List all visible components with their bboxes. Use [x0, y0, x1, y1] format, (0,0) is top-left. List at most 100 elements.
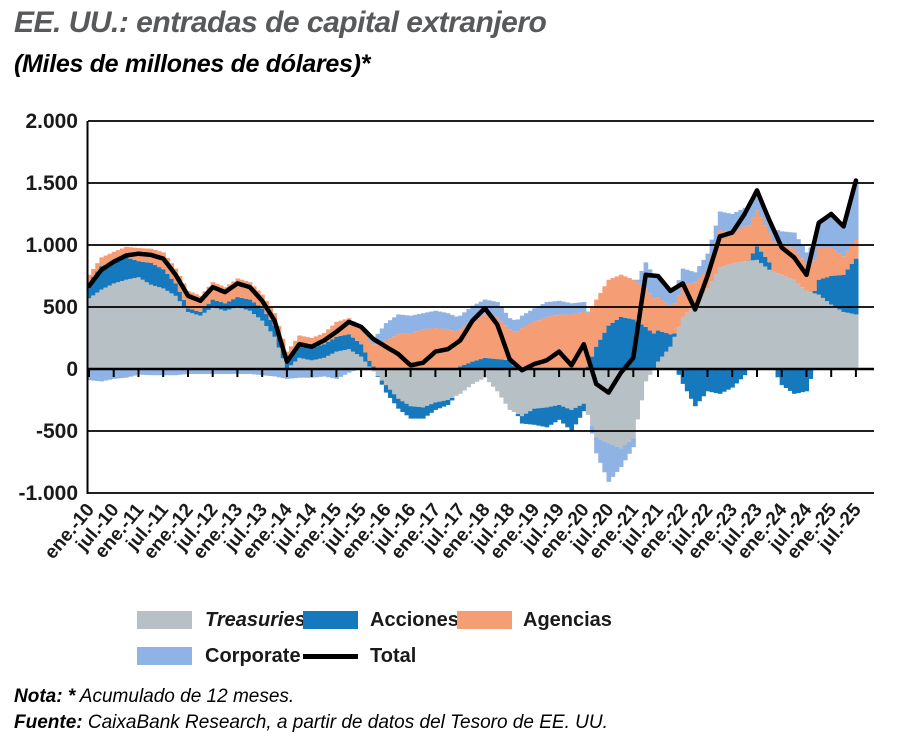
- bar-segment-acciones: [429, 404, 434, 413]
- bar-segment-agencias: [495, 316, 500, 360]
- bar-segment-acciones: [115, 260, 121, 283]
- bar-segment-corporate: [107, 369, 113, 380]
- bar-segment-acciones: [334, 336, 339, 352]
- bar-segment-acciones: [420, 407, 426, 419]
- bar-segment-acciones: [635, 321, 640, 369]
- bar-segment-acciones: [845, 269, 851, 313]
- bar-segment-acciones: [293, 351, 298, 362]
- bar-segment-treasuries: [486, 369, 492, 383]
- bar-segment-corporate: [503, 312, 509, 326]
- bar-segment-agencias: [387, 338, 393, 369]
- bar-segment-corporate: [759, 200, 764, 218]
- bar-segment-corporate: [660, 280, 665, 300]
- bar-segment-agencias: [462, 326, 467, 365]
- bar-segment-acciones: [697, 369, 702, 402]
- bar-segment-treasuries: [433, 369, 438, 403]
- bar-segment-acciones: [800, 369, 805, 393]
- bar-segment-corporate: [289, 369, 294, 379]
- bar-segment-acciones: [524, 413, 529, 424]
- bar-segment-treasuries: [392, 369, 397, 395]
- bar-segment-treasuries: [511, 369, 517, 412]
- y-axis-label: 2.000: [25, 110, 78, 133]
- bar-segment-acciones: [499, 359, 504, 369]
- bar-segment-treasuries: [115, 282, 121, 369]
- bar-segment-acciones: [350, 337, 356, 352]
- bar-segment-acciones: [251, 302, 257, 315]
- bar-segment-treasuries: [99, 289, 104, 369]
- bar-segment-acciones: [730, 369, 735, 388]
- bar-segment-acciones: [462, 364, 467, 369]
- bar-segment-treasuries: [627, 369, 632, 442]
- bar-segment-treasuries: [750, 260, 756, 369]
- bar-segment-agencias: [680, 284, 686, 317]
- bar-segment-agencias: [198, 295, 203, 312]
- bar-segment-agencias: [354, 324, 360, 341]
- bar-segment-treasuries: [701, 293, 706, 369]
- bar-segment-acciones: [375, 376, 381, 377]
- bar-segment-corporate: [453, 316, 459, 331]
- bar-segment-corporate: [507, 318, 513, 330]
- bar-segment-corporate: [330, 369, 335, 379]
- bar-segment-treasuries: [396, 369, 401, 399]
- bar-segment-agencias: [466, 323, 471, 364]
- bar-segment-treasuries: [128, 278, 133, 369]
- bar-segment-treasuries: [792, 279, 797, 369]
- bar-segment-agencias: [515, 331, 521, 369]
- y-axis-label: 0: [66, 358, 78, 381]
- bar-segment-corporate: [767, 220, 772, 233]
- bar-segment-corporate: [606, 443, 612, 482]
- bar-segment-corporate: [243, 369, 249, 374]
- bar-segment-agencias: [404, 333, 410, 369]
- bar-segment-acciones: [400, 401, 405, 412]
- bar-segment-treasuries: [660, 356, 665, 369]
- bar-segment-corporate: [433, 310, 438, 329]
- bar-segment-acciones: [256, 305, 261, 318]
- bar-segment-treasuries: [614, 369, 620, 447]
- bar-segment-agencias: [301, 336, 307, 348]
- bar-segment-treasuries: [453, 369, 459, 396]
- bar-segment-treasuries: [820, 297, 826, 369]
- bar-segment-treasuries: [664, 351, 669, 369]
- bar-segment-corporate: [655, 276, 661, 298]
- bar-segment-treasuries: [775, 273, 781, 369]
- bar-segment-corporate: [585, 311, 591, 313]
- bar-segment-agencias: [585, 312, 591, 367]
- bar-segment-agencias: [408, 333, 414, 369]
- bar-segment-treasuries: [734, 262, 739, 369]
- bar-segment-agencias: [453, 330, 459, 369]
- bar-segment-corporate: [103, 369, 109, 381]
- bar-segment-acciones: [664, 333, 669, 352]
- bar-segment-agencias: [511, 331, 517, 366]
- bar-segment-treasuries: [466, 369, 471, 388]
- bar-segment-treasuries: [622, 369, 628, 446]
- bar-segment-acciones: [239, 297, 245, 309]
- bar-segment-treasuries: [177, 301, 183, 369]
- bar-segment-treasuries: [721, 266, 727, 369]
- bar-segment-agencias: [119, 248, 125, 260]
- bar-segment-agencias: [350, 321, 356, 338]
- bar-segment-acciones: [622, 317, 628, 369]
- bar-segment-treasuries: [91, 295, 96, 369]
- bar-segment-acciones: [346, 334, 352, 350]
- legend-swatch-treasuries: [137, 611, 192, 629]
- bar-segment-agencias: [651, 298, 657, 334]
- bar-segment-acciones: [853, 258, 859, 315]
- bar-segment-acciones: [140, 261, 146, 280]
- y-axis-label: 1.500: [25, 172, 78, 195]
- bar-segment-agencias: [99, 257, 104, 267]
- bar-segment-corporate: [301, 369, 307, 378]
- bar-segment-acciones: [95, 271, 100, 293]
- bar-segment-acciones: [169, 278, 175, 294]
- bar-segment-agencias: [655, 297, 661, 331]
- bar-segment-agencias: [812, 260, 818, 291]
- bar-segment-agencias: [235, 278, 241, 298]
- bar-segment-acciones: [841, 274, 847, 312]
- bar-segment-corporate: [833, 218, 838, 251]
- bar-segment-treasuries: [136, 277, 142, 369]
- bar-segment-treasuries: [462, 369, 467, 391]
- bar-segment-agencias: [631, 279, 636, 320]
- bar-segment-agencias: [87, 274, 92, 283]
- bar-segment-treasuries: [326, 355, 331, 369]
- bar-segment-agencias: [754, 210, 760, 247]
- bar-segment-corporate: [297, 369, 302, 378]
